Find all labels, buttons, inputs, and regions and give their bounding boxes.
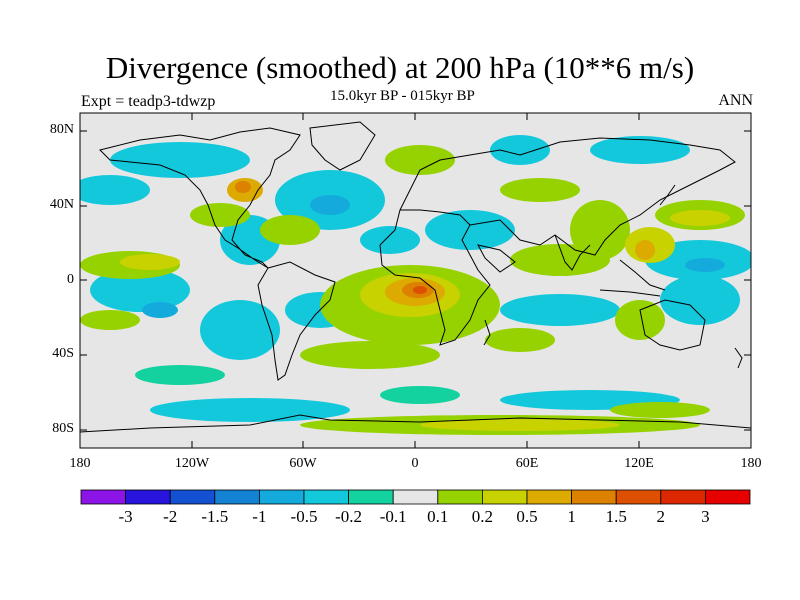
colorbar-swatch: [481, 489, 528, 505]
colorbar-swatch: [169, 489, 216, 505]
peak-divergence-regions: [413, 286, 427, 294]
colorbar-swatch: [705, 489, 751, 505]
y-tick-label: 80N: [49, 122, 74, 137]
colorbar-swatch: [125, 489, 171, 505]
colorbar-swatch: [392, 489, 439, 505]
colorbar-label: -0.5: [290, 507, 318, 526]
colorbar-swatch: [303, 489, 349, 505]
colorbar-label: 0.1: [427, 507, 449, 526]
colorbar-label: -3: [118, 507, 133, 526]
y-tick-label: 40S: [52, 346, 74, 361]
plot-subtitle: 15.0kyr BP - 015kyr BP: [330, 88, 475, 104]
convergence-regions: [80, 135, 751, 422]
colorbar-swatch: [348, 489, 394, 505]
colorbar-label: -0.1: [379, 507, 407, 526]
colorbar-label: 0.2: [471, 507, 494, 526]
strong-convergence-regions: [142, 195, 725, 318]
colorbar-label: 2: [656, 507, 666, 526]
colorbar-label: 0.5: [516, 507, 538, 526]
colorbar-label: -2: [163, 507, 178, 526]
season-label: ANN: [718, 92, 753, 109]
divergence-field: [80, 121, 751, 435]
x-tick-label: 0: [411, 456, 419, 471]
colorbar-swatch: [437, 489, 483, 505]
colorbar-label: 1.5: [605, 507, 627, 526]
colorbar-swatch: [526, 489, 572, 505]
colorbar-swatch: [571, 489, 617, 505]
colorbar-swatch: [615, 489, 662, 505]
y-tick-label: 40N: [49, 197, 74, 212]
colorbar-swatch: [660, 489, 706, 505]
colorbar-swatch: [214, 489, 260, 505]
x-tick-label: 60E: [515, 456, 539, 471]
colorbar-label: 1: [567, 507, 576, 526]
y-tick-label: 0: [67, 272, 74, 287]
colorbar-label: -0.2: [335, 507, 363, 526]
axis-ticks: [79, 113, 752, 448]
weak-convergence-regions: [135, 365, 460, 404]
x-tick-label: 120W: [174, 456, 210, 471]
experiment-label: Expt = teadp3-tdwzp: [81, 93, 216, 110]
y-tick-label: 80S: [52, 421, 74, 436]
colorbar-label: -1: [252, 507, 267, 526]
colorbar-label: 3: [701, 507, 710, 526]
coastlines: [80, 121, 751, 433]
colorbar: [80, 489, 751, 505]
colorbar-swatch: [258, 489, 305, 505]
colorbar-label: -1.5: [201, 507, 229, 526]
x-tick-label: 60W: [289, 456, 317, 471]
x-tick-label: 180: [740, 456, 762, 471]
x-tick-label: 120E: [624, 456, 654, 471]
plot-title: Divergence (smoothed) at 200 hPa (10**6 …: [105, 50, 695, 85]
x-tick-label: 180: [69, 456, 91, 471]
colorbar-swatch: [80, 489, 126, 505]
